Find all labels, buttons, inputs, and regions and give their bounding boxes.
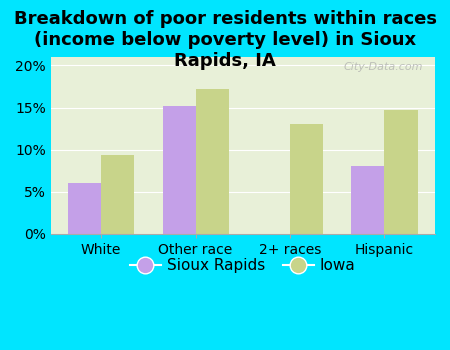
Bar (68, 183, 101, 234)
Text: Breakdown of poor residents within races
(income below poverty level) in Sioux
R: Breakdown of poor residents within races… (14, 10, 436, 70)
Bar (101, 155, 134, 234)
Bar (162, 106, 196, 234)
Bar (351, 166, 384, 234)
Text: City-Data.com: City-Data.com (344, 62, 423, 72)
Bar (384, 110, 418, 234)
Bar (290, 124, 323, 234)
Legend: Sioux Rapids, Iowa: Sioux Rapids, Iowa (124, 252, 362, 279)
Bar (196, 89, 229, 234)
